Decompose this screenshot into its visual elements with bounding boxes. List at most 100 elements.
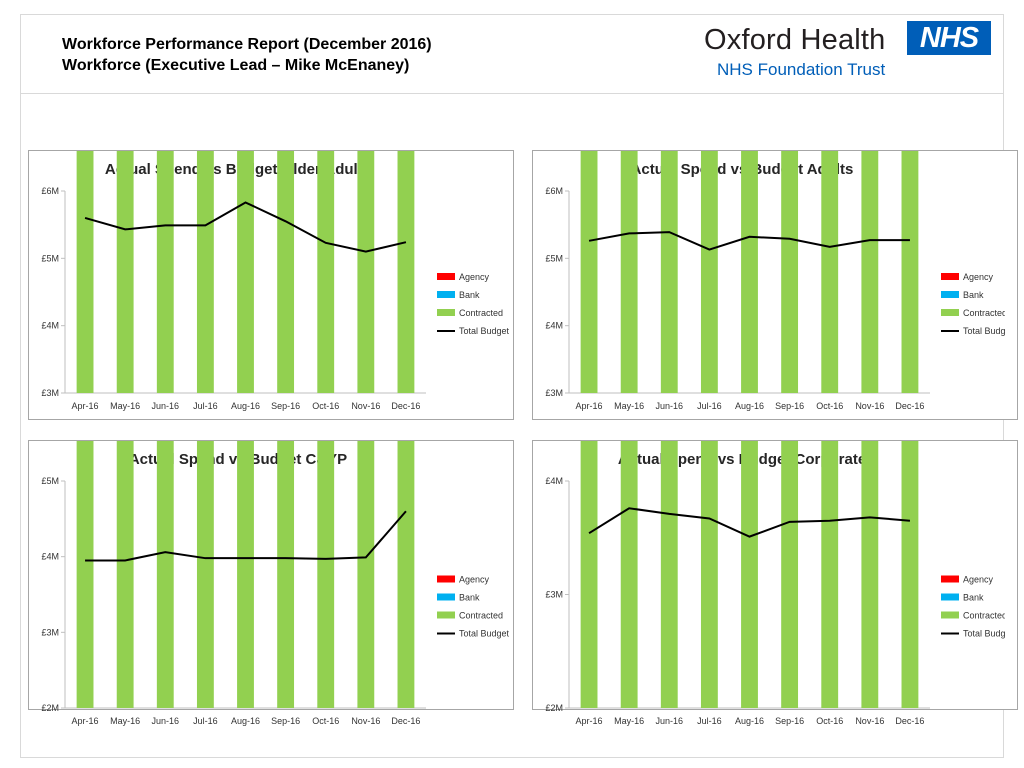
y-tick-label: £4M (41, 321, 59, 331)
x-tick-label: May-16 (110, 716, 140, 726)
bar-contracted (660, 151, 678, 393)
chart-panel-corporate: Actual Spend vs Budget Corporate£2M£3M£4… (532, 440, 1018, 726)
bar-contracted (580, 441, 598, 708)
bar-contracted (237, 151, 254, 394)
bar-contracted (317, 441, 335, 708)
x-tick-label: Oct-16 (312, 401, 339, 411)
oxford-health-logo: Oxford Health NHS NHS Foundation Trust (700, 18, 1000, 86)
x-tick-label: Dec-16 (895, 716, 924, 726)
legend-swatch-bank (941, 593, 959, 601)
x-tick-label: Nov-16 (351, 401, 380, 411)
bar-contracted (237, 441, 254, 708)
bar-contracted (397, 151, 415, 394)
x-tick-label: Nov-16 (351, 716, 380, 726)
legend-label-bank: Bank (963, 290, 984, 300)
bar-contracted (156, 151, 174, 393)
legend-swatch-contracted (941, 309, 959, 316)
bar-contracted (620, 151, 638, 393)
y-tick-label: £5M (41, 253, 59, 263)
x-tick-label: Aug-16 (231, 401, 260, 411)
x-tick-label: May-16 (614, 716, 644, 726)
y-tick-label: £3M (545, 590, 563, 600)
legend-swatch-bank (437, 291, 455, 298)
x-tick-label: Apr-16 (72, 716, 99, 726)
x-tick-label: Jul-16 (193, 401, 218, 411)
chart-panel-older-adults: Actual Spend vs Budget Older Adults£3M£4… (28, 150, 514, 420)
legend-swatch-bank (941, 291, 959, 298)
budget-line (84, 201, 407, 253)
legend-swatch-contracted (437, 309, 455, 316)
legend-swatch-agency (437, 575, 455, 583)
bar-contracted (116, 151, 134, 394)
legend-label-budget: Total Budget (963, 326, 1005, 336)
bar-contracted (660, 441, 678, 708)
budget-line (588, 231, 910, 251)
bar-contracted (781, 151, 799, 393)
bar-contracted (196, 441, 214, 708)
logo-organisation-name: Oxford Health (704, 24, 886, 56)
x-tick-label: Nov-16 (855, 401, 884, 411)
x-tick-label: Apr-16 (576, 401, 603, 411)
bar-contracted (277, 151, 295, 393)
x-tick-label: Jul-16 (193, 716, 218, 726)
x-tick-label: Apr-16 (576, 716, 603, 726)
x-tick-label: Dec-16 (895, 401, 924, 411)
legend-label-budget: Total Budget (459, 629, 510, 639)
bar-contracted (317, 151, 335, 393)
y-tick-label: £6M (545, 186, 563, 196)
bar-contracted (357, 151, 375, 394)
legend-label-budget: Total Budget (459, 326, 510, 336)
report-title: Workforce Performance Report (December 2… (62, 34, 432, 76)
legend-swatch-contracted (437, 611, 455, 619)
legend-label-agency: Agency (963, 575, 994, 585)
bar-contracted (741, 441, 758, 708)
y-tick-label: £4M (545, 321, 563, 331)
bar-contracted (741, 151, 758, 393)
x-tick-label: Oct-16 (816, 401, 843, 411)
report-title-line-1: Workforce Performance Report (December 2… (62, 36, 432, 53)
bar-contracted (196, 151, 214, 393)
x-tick-label: Dec-16 (391, 716, 420, 726)
x-tick-label: Sep-16 (271, 716, 300, 726)
y-tick-label: £5M (545, 253, 563, 263)
y-tick-label: £2M (41, 703, 59, 713)
x-tick-label: Sep-16 (775, 716, 804, 726)
bar-contracted (821, 151, 839, 394)
bar-contracted (116, 441, 134, 708)
x-tick-label: May-16 (110, 401, 140, 411)
bar-contracted (861, 151, 879, 394)
legend-swatch-contracted (941, 611, 959, 619)
legend-label-agency: Agency (459, 272, 490, 282)
logo-subtitle: NHS Foundation Trust (717, 60, 886, 79)
legend-swatch-bank (437, 593, 455, 601)
legend-label-contracted: Contracted (459, 611, 503, 621)
bar-contracted (156, 441, 174, 708)
y-tick-label: £6M (41, 186, 59, 196)
chart-adults: Actual Spend vs Budget Adults£3M£4M£5M£6… (545, 151, 1005, 411)
bar-contracted (357, 441, 375, 708)
x-tick-label: Dec-16 (391, 401, 420, 411)
legend-label-bank: Bank (459, 593, 480, 603)
bar-contracted (821, 441, 839, 708)
bar-contracted (861, 441, 879, 708)
legend-swatch-agency (437, 273, 455, 280)
legend-label-bank: Bank (459, 290, 480, 300)
chart-panel-cyp: Actual Spend vs Budget C&YP£2M£3M£4M£5MA… (28, 440, 514, 726)
legend-label-agency: Agency (963, 272, 994, 282)
y-tick-label: £3M (41, 627, 59, 637)
legend-label-contracted: Contracted (963, 308, 1005, 318)
x-tick-label: Oct-16 (312, 716, 339, 726)
y-tick-label: £2M (545, 703, 563, 713)
y-tick-label: £5M (41, 476, 59, 486)
x-tick-label: Jun-16 (656, 401, 684, 411)
budget-line (85, 510, 407, 562)
bar-contracted (700, 151, 718, 394)
x-tick-label: Jun-16 (656, 716, 684, 726)
legend-label-contracted: Contracted (963, 611, 1005, 621)
legend-label-contracted: Contracted (459, 308, 503, 318)
x-tick-label: Oct-16 (816, 716, 843, 726)
legend-swatch-agency (941, 273, 959, 280)
y-tick-label: £3M (545, 388, 563, 398)
y-tick-label: £3M (41, 388, 59, 398)
report-title-line-2: Workforce (Executive Lead – Mike McEnane… (62, 57, 410, 74)
